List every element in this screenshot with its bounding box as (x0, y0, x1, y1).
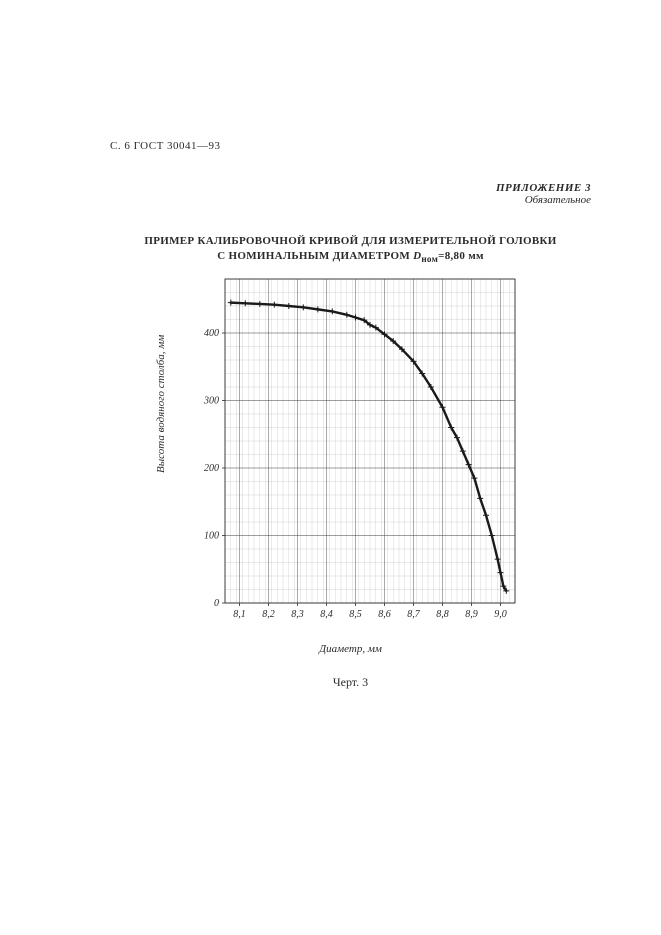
svg-text:8,2: 8,2 (262, 609, 275, 620)
svg-text:300: 300 (203, 396, 219, 407)
svg-text:8,8: 8,8 (436, 609, 449, 620)
appendix-mandatory: Обязательное (110, 194, 591, 206)
section-title: ПРИМЕР КАЛИБРОВОЧНОЙ КРИВОЙ ДЛЯ ИЗМЕРИТЕ… (110, 234, 591, 265)
appendix-number: ПРИЛОЖЕНИЕ 3 (110, 182, 591, 194)
title-line2: С НОМИНАЛЬНЫМ ДИАМЕТРОМ Dном=8,80 мм (110, 249, 591, 266)
appendix-block: ПРИЛОЖЕНИЕ 3 Обязательное (110, 182, 591, 206)
svg-text:8,4: 8,4 (320, 609, 333, 620)
svg-text:9,0: 9,0 (494, 609, 507, 620)
page-header: С. 6 ГОСТ 30041—93 (110, 140, 591, 152)
y-axis-label: Высота водяного столба, мм (155, 335, 167, 473)
svg-text:100: 100 (204, 531, 219, 542)
chart-svg: 0 100 200 300 400 8,1 8,2 8,3 8,4 8,5 8,6 8,7 8,8 8,9… (181, 273, 521, 633)
svg-text:8,6: 8,6 (378, 609, 391, 620)
svg-text:8,9: 8,9 (465, 609, 478, 620)
calibration-chart: Высота водяного столба, мм 0100200300400… (181, 273, 521, 653)
svg-text:200: 200 (204, 463, 219, 474)
svg-text:8,5: 8,5 (349, 609, 362, 620)
title-line1: ПРИМЕР КАЛИБРОВОЧНОЙ КРИВОЙ ДЛЯ ИЗМЕРИТЕ… (110, 234, 591, 249)
svg-text:8,3: 8,3 (291, 609, 304, 620)
svg-text:400: 400 (204, 328, 219, 339)
svg-text:8,7: 8,7 (407, 609, 421, 620)
figure-caption: Черт. 3 (110, 675, 591, 690)
svg-text:0: 0 (214, 598, 219, 609)
svg-text:8,1: 8,1 (233, 609, 246, 620)
x-axis-label: Диаметр, мм (181, 643, 521, 655)
